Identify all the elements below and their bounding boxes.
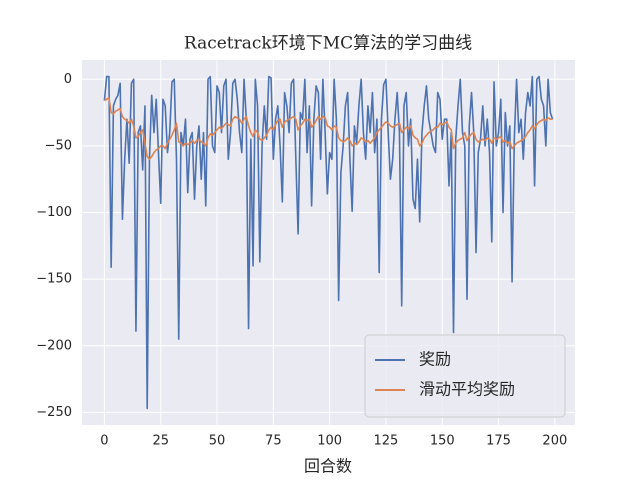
x-tick-label: 75 [265,434,282,449]
x-axis-label: 回合数 [304,457,352,476]
y-tick-label: −250 [36,405,72,420]
x-tick-label: 175 [486,434,511,449]
y-tick-label: −50 [45,138,72,153]
chart-title: Racetrack环境下MC算法的学习曲线 [184,34,472,54]
series-line [104,97,553,161]
y-tick-label: −150 [36,272,72,287]
x-tick-label: 50 [209,434,226,449]
x-tick-label: 125 [374,434,399,449]
x-tick-label: 25 [152,434,169,449]
x-tick-label: 150 [430,434,455,449]
legend-box [364,334,566,418]
x-tick-label: 100 [317,434,342,449]
series-line [103,75,554,410]
y-tick-label: 0 [64,72,72,87]
legend-label: 奖励 [419,350,451,369]
x-tick-label: 200 [542,434,567,449]
x-tick-label: 0 [100,434,108,449]
y-tick-label: −200 [36,338,72,353]
legend-label: 滑动平均奖励 [419,380,515,399]
y-tick-label: −100 [36,205,72,220]
